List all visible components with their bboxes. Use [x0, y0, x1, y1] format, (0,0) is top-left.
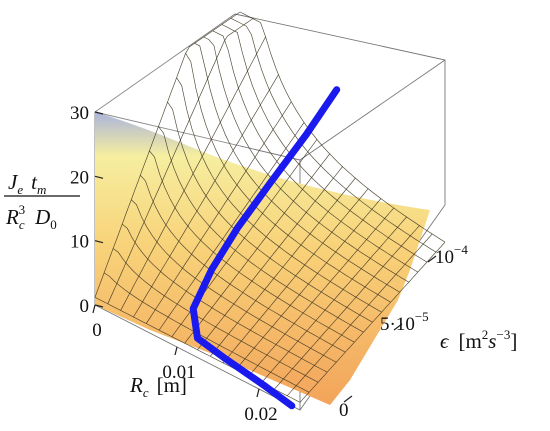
- mesh-line-y-4: [146, 101, 292, 324]
- surface: [95, 112, 430, 405]
- y-label-epsilon: ϵ: [440, 329, 450, 353]
- x-label-c: c: [143, 385, 149, 400]
- z-label-e: e: [17, 182, 23, 197]
- mesh-line-y-9: [210, 177, 356, 357]
- mesh-line-y-10: [222, 188, 369, 364]
- y-tick-0: 0: [339, 400, 349, 421]
- z-label-R: R: [5, 205, 19, 229]
- z-label-denominator: Rc3 D0: [5, 202, 57, 232]
- mesh-line-y-5: [158, 122, 305, 331]
- y-label-close: ]: [510, 329, 517, 353]
- mesh-line-y-8: [197, 166, 343, 351]
- z-tick-mark-2: [94, 175, 104, 179]
- mesh-line-y-7: [184, 153, 330, 344]
- mesh-line-y-1: [107, 18, 253, 304]
- x-tick-mark-0: [92, 304, 96, 314]
- x-axis-label: Rc [m]: [129, 373, 187, 400]
- y-tick-1e-4: 10−4: [435, 242, 468, 268]
- z-tick-30: 30: [70, 103, 89, 124]
- z-tick-mark-0: [94, 304, 104, 308]
- z-tick-10: 10: [70, 232, 89, 253]
- x-label-unit: [m]: [157, 373, 187, 397]
- y-tick-1e-4-base: 10: [435, 247, 454, 268]
- x-axis-ticks: 0 0.01 0.02: [92, 304, 278, 425]
- surface-back-highlight: [95, 18, 290, 147]
- x-tick-mark-1: [174, 346, 178, 356]
- z-axis-label: Je tm Rc3 D0: [4, 170, 80, 232]
- y-label-2: 2: [482, 327, 489, 342]
- y-axis-ticks: 0 5·10−5 10−4: [339, 242, 468, 421]
- series-curve: [189, 86, 341, 410]
- y-tick-mark-1: [393, 323, 403, 331]
- x-tick-0.01: 0.01: [162, 362, 195, 383]
- y-tick-5e-5-base: 5·10: [380, 314, 415, 335]
- y-label-s: s: [488, 329, 496, 353]
- y-tick-mark-2: [427, 255, 437, 263]
- mesh-line-y-14: [274, 225, 420, 390]
- x-tick-0: 0: [92, 320, 102, 341]
- z-tick-mark-1: [94, 240, 104, 244]
- x-label-R: R: [129, 373, 143, 397]
- z-label-c: c: [19, 217, 25, 232]
- y-tick-5e-5-exp: −5: [415, 309, 429, 324]
- mesh-line-y-0: [94, 11, 241, 298]
- z-label-numerator: Je tm: [8, 170, 46, 197]
- z-label-0: 0: [50, 217, 57, 232]
- z-label-J: J: [8, 170, 19, 194]
- y-tick-5e-5: 5·10−5: [380, 309, 429, 335]
- mesh-line-y-15: [286, 233, 433, 396]
- y-tick-mark-0: [343, 395, 353, 403]
- mesh-line-y-2: [120, 36, 266, 311]
- surface-mesh: [94, 11, 446, 403]
- mesh-line-y-11: [235, 198, 382, 370]
- z-tick-20: 20: [70, 167, 89, 188]
- mesh-line-y-13: [261, 216, 407, 383]
- z-label-m: m: [37, 182, 46, 197]
- z-label-t: t: [31, 170, 38, 194]
- box-front-top-right: [299, 59, 446, 161]
- x-tick-mark-2: [256, 388, 260, 398]
- z-label-3: 3: [19, 202, 26, 217]
- z-tick-mark-3: [94, 111, 104, 115]
- mesh-line-y-16: [299, 241, 446, 403]
- mesh-line-y-12: [248, 207, 395, 377]
- x-tick-0.02: 0.02: [244, 404, 277, 425]
- y-label-m: [m: [458, 329, 481, 353]
- mesh-line-y-3: [133, 74, 279, 318]
- z-tick-0: 0: [80, 296, 90, 317]
- z-label-D: D: [34, 205, 50, 229]
- y-axis-label: ϵ [m2s−3]: [440, 327, 517, 353]
- z-axis-ticks: 0 10 20 30: [70, 103, 104, 317]
- y-label-neg3: −3: [496, 327, 510, 342]
- y-tick-1e-4-exp: −4: [454, 242, 468, 257]
